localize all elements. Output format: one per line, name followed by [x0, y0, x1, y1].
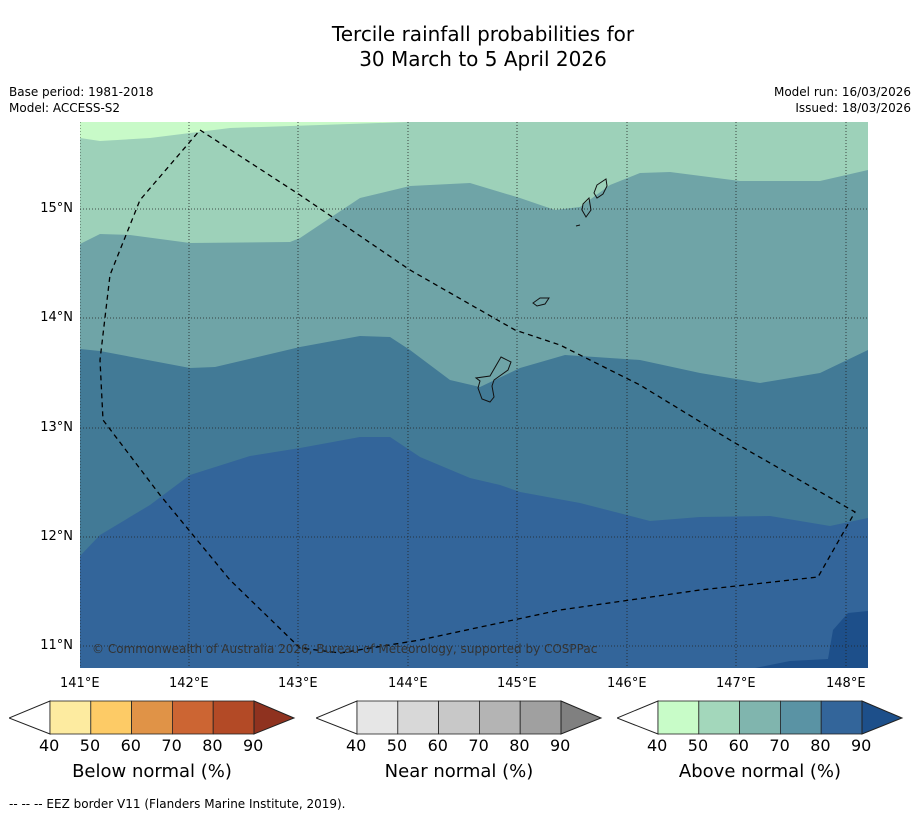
y-tick-label: 15°N — [40, 201, 73, 216]
colorbar-segment — [171, 700, 214, 735]
colorbar-tick: 40 — [346, 736, 367, 755]
colorbar-label: Near normal (%) — [384, 761, 534, 782]
y-tick-label: 13°N — [40, 420, 73, 435]
x-tick-label: 145°E — [497, 676, 537, 691]
colorbar-tick: 50 — [386, 736, 408, 755]
colorbar-segment — [438, 700, 480, 735]
issued-date: Issued: 18/03/2026 — [795, 101, 911, 115]
x-tick-label: 144°E — [388, 676, 428, 691]
island-rota — [532, 297, 550, 307]
colorbar-segment — [131, 700, 173, 735]
copyright: © Commonwealth of Australia 2026, Bureau… — [92, 642, 598, 656]
colorbar-tick: 50 — [79, 736, 101, 755]
colorbar-tick: 70 — [161, 736, 182, 755]
x-tick-label: 143°E — [278, 676, 318, 691]
island-tinian — [581, 196, 592, 218]
colorbar-tick: 70 — [468, 736, 489, 755]
map-plot — [80, 122, 868, 668]
x-tick-label: 148°E — [826, 676, 866, 691]
colorbar-segment — [212, 700, 255, 735]
colorbar-under-arrow — [9, 700, 51, 735]
y-tick-label: 12°N — [40, 529, 73, 544]
colorbar-tick: 60 — [728, 736, 749, 755]
x-tick-label: 146°E — [607, 676, 647, 691]
colorbar-tick: 80 — [509, 736, 530, 755]
colorbar-tick: 80 — [810, 736, 831, 755]
colorbar-2 — [617, 700, 904, 735]
x-tick-label: 141°E — [60, 676, 100, 691]
colorbar-over-arrow — [560, 700, 603, 735]
island-guam — [474, 356, 512, 403]
footnote: -- -- -- EEZ border V11 (Flanders Marine… — [9, 797, 346, 811]
colorbar-tick: 90 — [243, 736, 264, 755]
colorbar-tick: 60 — [120, 736, 141, 755]
colorbar-segment — [519, 700, 562, 735]
colorbar-tick: 90 — [851, 736, 872, 755]
colorbar-under-arrow — [316, 700, 358, 735]
colorbar-segment — [397, 700, 440, 735]
colorbar-under-arrow — [617, 700, 659, 735]
base-period: Base period: 1981-2018 — [9, 85, 154, 99]
colorbar-segment — [739, 700, 781, 735]
title-line-2: 30 March to 5 April 2026 — [359, 47, 607, 71]
colorbar-tick: 60 — [427, 736, 448, 755]
colorbar-tick: 70 — [769, 736, 790, 755]
colorbar-label: Above normal (%) — [678, 761, 842, 782]
colorbar-over-arrow — [253, 700, 296, 735]
colorbar-1 — [316, 700, 603, 735]
colorbar-tick: 50 — [687, 736, 709, 755]
island-aguijan — [575, 224, 581, 227]
y-tick-label: 14°N — [40, 310, 73, 325]
colorbar-segment — [478, 700, 521, 735]
band->90 — [755, 611, 868, 668]
model-name: Model: ACCESS-S2 — [9, 101, 121, 115]
colorbar-tick: 80 — [202, 736, 223, 755]
colorbar-label: Below normal (%) — [72, 761, 232, 782]
colorbar-0 — [9, 700, 296, 735]
chart-title: Tercile rainfall probabilities for 30 Ma… — [0, 22, 919, 72]
colorbar-over-arrow — [861, 700, 904, 735]
colorbar-segment — [49, 700, 92, 735]
eez-border — [99, 129, 856, 654]
band-80-90 — [80, 437, 868, 668]
colorbar-segment — [698, 700, 741, 735]
colorbar-tick: 40 — [39, 736, 60, 755]
x-tick-label: 142°E — [169, 676, 209, 691]
colorbar-segment — [779, 700, 822, 735]
title-line-1: Tercile rainfall probabilities for — [331, 22, 635, 46]
colorbar-segment — [657, 700, 700, 735]
model-run: Model run: 16/03/2026 — [773, 85, 911, 99]
colorbar-tick: 40 — [647, 736, 668, 755]
colorbar-segment — [356, 700, 399, 735]
colorbar-segment — [820, 700, 863, 735]
island-saipan — [593, 178, 608, 199]
y-tick-label: 11°N — [40, 638, 73, 653]
colorbar-segment — [90, 700, 133, 735]
colorbar-tick: 90 — [550, 736, 571, 755]
x-tick-label: 147°E — [716, 676, 756, 691]
